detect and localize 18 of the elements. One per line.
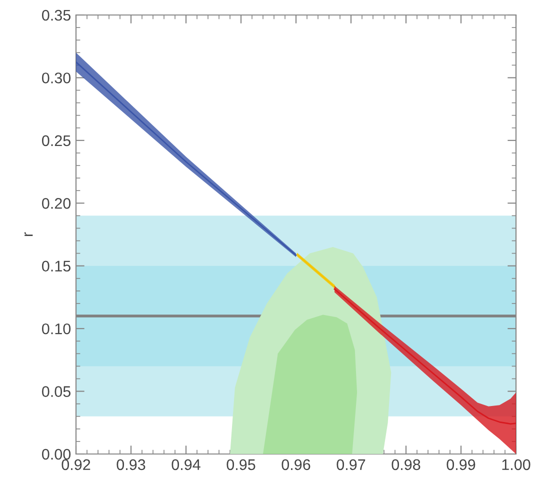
x-tick-label: 0.92 — [62, 459, 90, 470]
x-tick-label: 0.93 — [116, 459, 146, 470]
y-tick-label: 0.20 — [42, 198, 71, 209]
y-axis-title: r — [24, 232, 33, 236]
y-tick-label: 0.35 — [42, 10, 70, 21]
x-tick-label: 0.99 — [446, 459, 476, 470]
x-tick-label: 1.00 — [502, 459, 530, 470]
y-tick-label: 0.00 — [42, 448, 71, 460]
y-tick-label: 0.10 — [42, 323, 71, 334]
y-tick-label: 0.25 — [42, 135, 70, 146]
x-tick-label: 0.96 — [282, 459, 310, 470]
y-tick-label: 0.15 — [42, 260, 70, 272]
x-tick-label: 0.97 — [336, 459, 366, 470]
x-tick-label: 0.95 — [226, 459, 256, 470]
y-tick-label: 0.05 — [42, 386, 70, 397]
x-tick-label: 0.98 — [392, 459, 420, 470]
x-tick-label: 0.94 — [172, 459, 200, 470]
y-tick-label: 0.30 — [42, 72, 71, 84]
